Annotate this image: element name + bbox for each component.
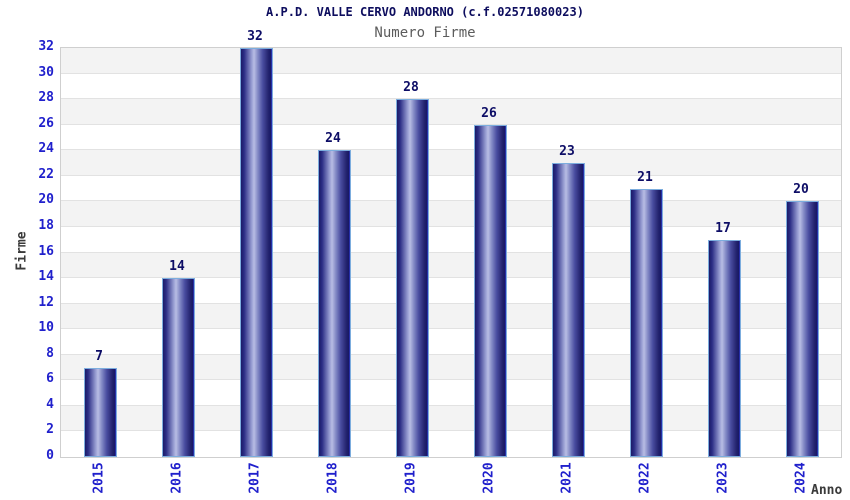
gridline	[61, 251, 841, 253]
plot-background-band	[61, 99, 841, 125]
y-axis-title: Firme	[14, 231, 30, 271]
bar-2023	[707, 239, 741, 457]
bar-2018	[317, 150, 351, 457]
x-tick-label: 2017	[247, 462, 263, 494]
y-tick-label: 10	[38, 320, 54, 336]
bar-2016	[161, 278, 195, 457]
bar-value-label: 23	[559, 144, 575, 160]
y-tick-label: 2	[46, 422, 54, 438]
y-tick-label: 28	[38, 90, 54, 106]
x-tick-label: 2020	[481, 462, 497, 494]
y-tick-label: 12	[38, 294, 54, 310]
x-tick-label: 2019	[403, 462, 419, 494]
chart-subtitle: Numero Firme	[374, 25, 476, 41]
y-tick-label: 18	[38, 217, 54, 233]
bar-2015	[83, 367, 117, 457]
bar-value-label: 7	[95, 348, 103, 364]
plot-background-band	[61, 73, 841, 100]
x-tick-label: 2021	[559, 462, 575, 494]
gridline	[61, 328, 841, 330]
bar-2019	[395, 99, 429, 457]
plot-background-band	[61, 175, 841, 202]
gridline	[61, 404, 841, 406]
plot-area	[60, 47, 842, 458]
y-tick-label: 0	[46, 448, 54, 463]
gridline	[61, 302, 841, 304]
gridline	[61, 277, 841, 279]
y-tick-label: 14	[38, 269, 54, 285]
bar-value-label: 24	[325, 131, 341, 147]
x-tick-label: 2024	[793, 462, 809, 494]
bar-value-label: 32	[247, 29, 263, 44]
x-tick-label: 2015	[91, 462, 107, 494]
gridline	[61, 430, 841, 432]
bar-value-label: 21	[637, 169, 653, 185]
x-axis-title: Anno	[811, 483, 843, 498]
gridline	[61, 379, 841, 381]
gridline	[61, 149, 841, 151]
gridline	[61, 225, 841, 227]
y-tick-label: 24	[38, 141, 54, 157]
chart-title: A.P.D. VALLE CERVO ANDORNO (c.f.02571080…	[266, 5, 584, 19]
y-tick-label: 4	[46, 396, 54, 412]
gridline	[61, 72, 841, 74]
gridline	[61, 123, 841, 125]
bar-value-label: 20	[793, 182, 809, 198]
x-tick-label: 2016	[169, 462, 185, 494]
bar-2021	[551, 163, 585, 457]
plot-background-band	[61, 124, 841, 151]
plot-background-band	[61, 201, 841, 227]
y-tick-label: 22	[38, 166, 54, 182]
bar-value-label: 26	[481, 105, 497, 121]
y-tick-label: 6	[46, 371, 54, 387]
y-tick-label: 32	[38, 39, 54, 54]
y-tick-label: 8	[46, 345, 54, 361]
x-tick-label: 2023	[715, 462, 731, 494]
y-tick-label: 26	[38, 115, 54, 131]
bar-value-label: 28	[403, 80, 419, 96]
x-tick-label: 2022	[637, 462, 653, 494]
bar-2020	[473, 124, 507, 457]
gridline	[61, 98, 841, 100]
y-tick-label: 20	[38, 192, 54, 208]
bar-value-label: 14	[169, 259, 185, 275]
gridline	[61, 353, 841, 355]
bar-2024	[785, 201, 819, 457]
x-tick-label: 2018	[325, 462, 341, 494]
y-tick-label: 16	[38, 243, 54, 259]
y-tick-label: 30	[38, 64, 54, 80]
gridline	[61, 200, 841, 202]
gridline	[61, 174, 841, 176]
plot-background-band	[61, 150, 841, 176]
bar-value-label: 17	[715, 220, 731, 236]
plot-background-band	[61, 48, 841, 74]
bar-2022	[629, 188, 663, 457]
bar-2017	[239, 48, 273, 457]
